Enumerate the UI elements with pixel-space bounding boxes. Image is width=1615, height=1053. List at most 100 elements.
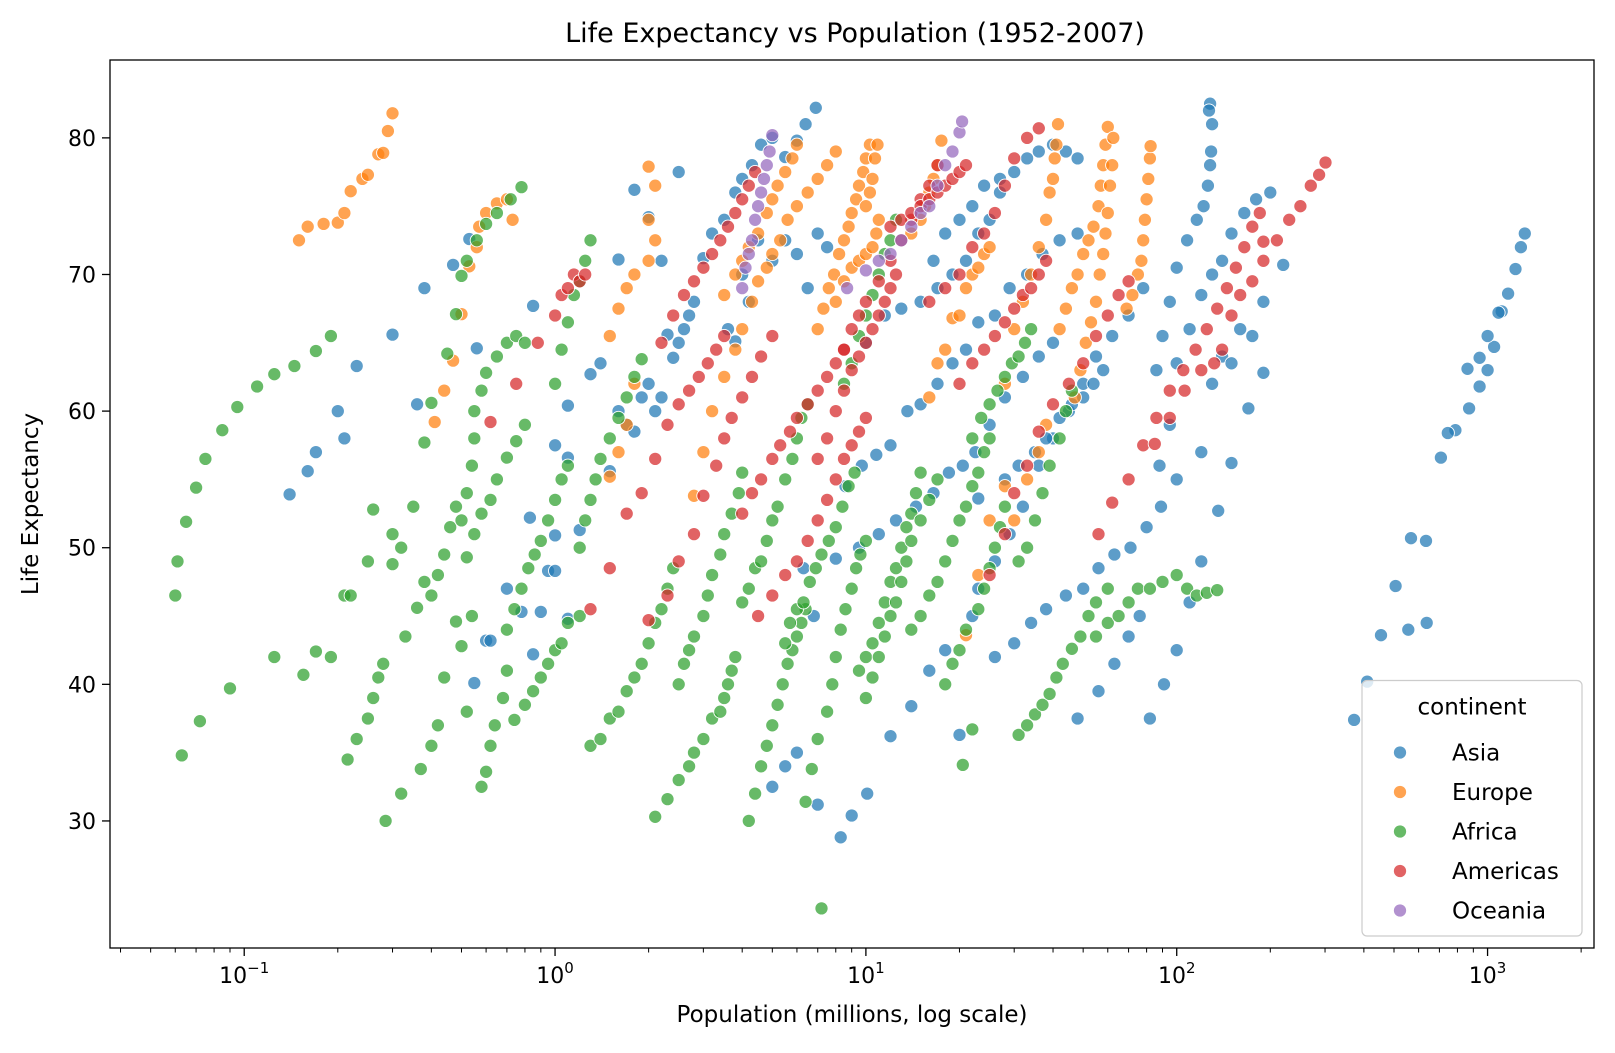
data-point: [366, 690, 381, 706]
data-point: [1088, 595, 1104, 610]
y-axis-label: Life Expectancy: [18, 413, 44, 595]
data-point: [700, 588, 715, 603]
data-point: [168, 588, 183, 603]
data-point: [530, 335, 545, 350]
data-point: [751, 274, 766, 289]
data-point: [1205, 267, 1220, 282]
data-point: [810, 171, 825, 186]
data-point: [627, 267, 642, 282]
data-point: [1134, 253, 1149, 268]
data-point: [1188, 342, 1203, 357]
data-point: [666, 308, 681, 323]
data-point: [527, 547, 542, 562]
data-point: [938, 677, 953, 692]
data-point: [1121, 629, 1136, 644]
data-point: [337, 205, 352, 221]
data-point: [1042, 458, 1057, 473]
data-point: [844, 438, 859, 453]
data-point: [1049, 137, 1064, 152]
data-point: [888, 513, 904, 528]
data-point: [1211, 503, 1226, 518]
legend-marker: [1392, 824, 1408, 839]
data-point: [413, 761, 428, 777]
data-point: [1031, 445, 1046, 460]
data-point: [1440, 425, 1455, 441]
data-point: [844, 808, 859, 823]
data-point: [459, 704, 474, 719]
data-point: [533, 533, 548, 548]
data-point: [1100, 308, 1115, 323]
data-point: [424, 738, 439, 753]
data-point: [1233, 287, 1248, 303]
data-point: [682, 308, 697, 323]
data-point: [780, 656, 795, 671]
legend-label: Oceania: [1452, 899, 1546, 925]
legend-label: Europe: [1452, 780, 1533, 806]
data-point: [1050, 117, 1066, 132]
data-point: [773, 233, 788, 248]
data-point: [430, 567, 445, 583]
data-point: [696, 608, 711, 624]
data-point: [952, 727, 967, 742]
data-point: [1100, 581, 1115, 596]
data-point: [560, 458, 575, 473]
data-point: [759, 533, 774, 548]
data-point: [751, 199, 766, 214]
data-point: [410, 397, 425, 412]
data-point: [671, 164, 686, 180]
data-point: [641, 613, 656, 628]
data-point: [1210, 301, 1225, 316]
data-point: [648, 178, 663, 193]
data-point: [654, 253, 669, 268]
data-point: [1256, 253, 1271, 268]
data-point: [300, 464, 315, 479]
data-point: [922, 663, 937, 678]
data-point: [1388, 578, 1403, 594]
data-point: [821, 533, 836, 548]
data-point: [1007, 513, 1022, 528]
data-point: [417, 435, 432, 450]
data-point: [560, 398, 575, 413]
data-point: [641, 159, 656, 174]
data-point: [1205, 117, 1220, 132]
data-point: [955, 114, 970, 129]
data-point: [371, 670, 386, 685]
data-point: [593, 356, 608, 371]
data-point: [526, 647, 541, 662]
data-point: [930, 472, 945, 487]
data-point: [1031, 144, 1046, 159]
data-point: [997, 499, 1012, 514]
data-point: [424, 588, 439, 603]
data-point: [810, 451, 825, 466]
data-point: [871, 615, 886, 630]
data-point: [1047, 151, 1062, 166]
data-point: [654, 602, 669, 617]
y-axis: 30 40 50 60 70 80: [68, 127, 110, 835]
data-point: [709, 342, 724, 357]
data-point: [958, 158, 974, 173]
data-point: [440, 346, 455, 361]
data-point: [1233, 322, 1248, 337]
data-point: [888, 595, 904, 610]
data-point: [1276, 257, 1291, 272]
data-point: [1177, 383, 1192, 398]
data-point: [735, 281, 750, 296]
data-point: [888, 561, 904, 576]
data-point: [958, 253, 974, 268]
data-point: [686, 274, 702, 289]
y-tick-label: 80: [68, 127, 96, 152]
data-point: [965, 240, 980, 255]
data-point: [700, 356, 715, 371]
data-point: [849, 192, 864, 207]
data-point: [735, 192, 750, 207]
data-point: [851, 663, 867, 678]
data-point: [1155, 574, 1170, 589]
data-point: [1121, 274, 1136, 289]
data-point: [1121, 472, 1136, 487]
data-point: [1020, 472, 1035, 487]
legend-marker: [1392, 784, 1408, 800]
data-point: [1052, 322, 1067, 337]
data-point: [844, 581, 859, 596]
data-point: [1204, 144, 1219, 159]
